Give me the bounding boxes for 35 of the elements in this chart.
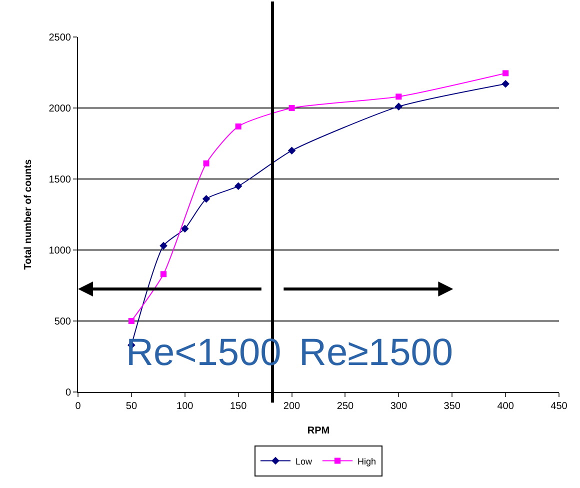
point xyxy=(502,80,510,88)
x-tick-label: 300 xyxy=(390,401,408,412)
point xyxy=(234,182,242,190)
x-tick-label: 200 xyxy=(283,401,301,412)
point xyxy=(128,318,134,324)
point xyxy=(235,123,242,130)
x-tick-label: 150 xyxy=(230,401,248,412)
legend-label: High xyxy=(358,456,376,466)
y-tick-label: 2000 xyxy=(48,104,72,114)
y-tick-label: 0 xyxy=(65,388,72,398)
y-tick-label: 1000 xyxy=(48,246,72,256)
point xyxy=(396,94,402,100)
x-tick-label: 250 xyxy=(336,401,354,412)
y-tick-label: 500 xyxy=(54,316,72,328)
x-tick-label: 450 xyxy=(550,401,568,412)
point xyxy=(288,105,295,111)
point xyxy=(202,194,210,203)
x-axis-title: RPM xyxy=(307,426,330,436)
point xyxy=(160,242,168,250)
x-tick-label: 100 xyxy=(176,401,194,412)
y-tick-label: 2500 xyxy=(48,32,72,44)
point xyxy=(502,70,509,76)
point xyxy=(180,224,189,233)
point xyxy=(203,160,210,166)
y-axis-title: Total number of counts xyxy=(22,158,34,270)
y-tick-label: 1500 xyxy=(48,174,72,186)
point xyxy=(160,271,167,278)
x-tick-label: 350 xyxy=(444,401,461,412)
annotation: Re≥1500 xyxy=(299,332,453,374)
x-tick-label: 0 xyxy=(75,401,82,412)
x-tick-label: 50 xyxy=(126,401,138,412)
legend-label: Low xyxy=(296,456,313,466)
point xyxy=(288,146,296,154)
x-tick-label: 400 xyxy=(497,401,514,412)
point xyxy=(394,102,403,110)
